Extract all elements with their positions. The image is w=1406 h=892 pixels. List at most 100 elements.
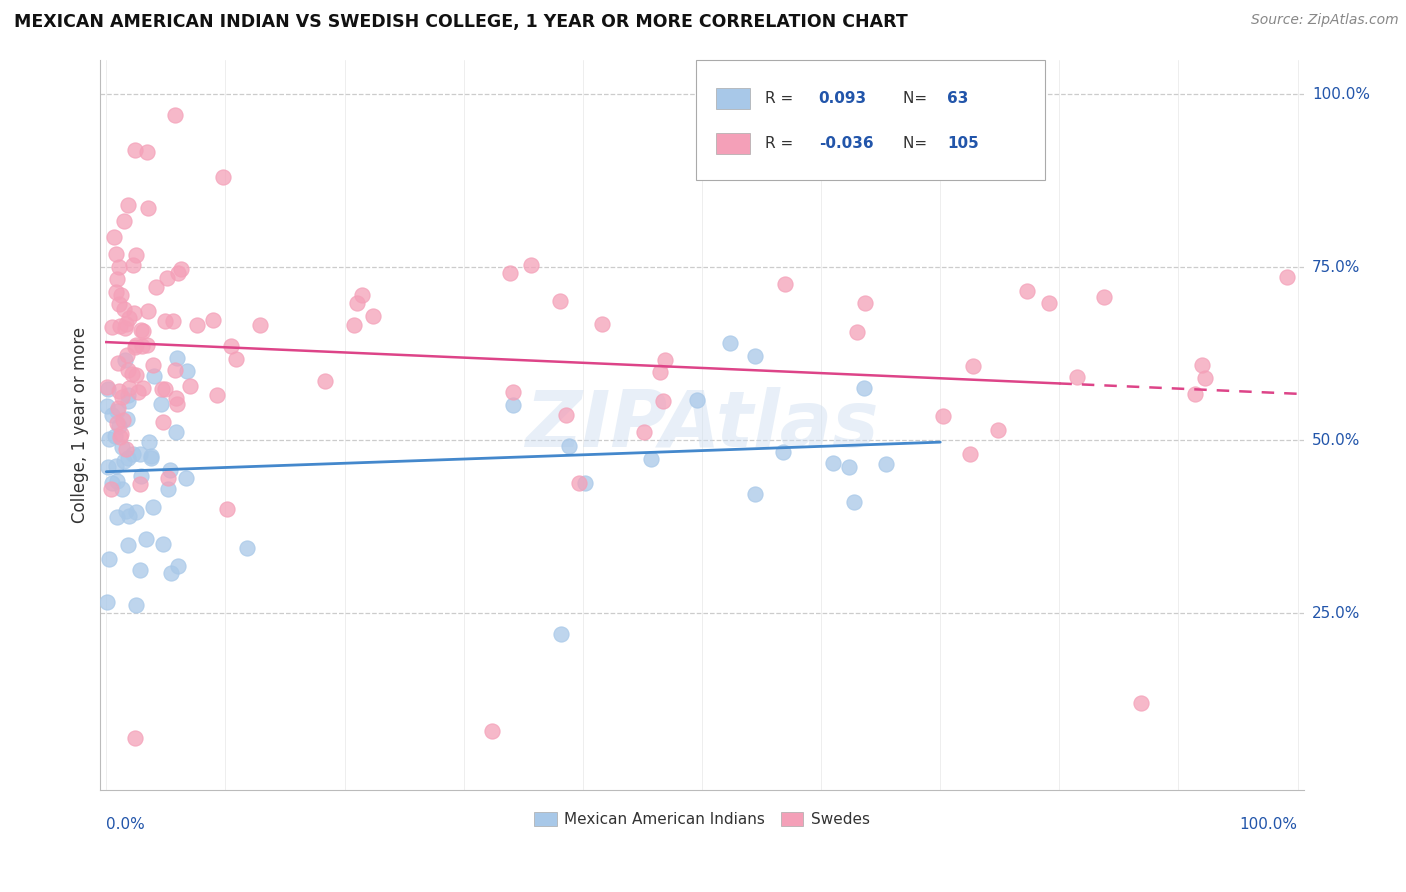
Point — [962, 359, 984, 374]
Text: 25.0%: 25.0% — [1312, 606, 1360, 621]
Point — [502, 385, 524, 400]
Point — [179, 378, 201, 392]
FancyBboxPatch shape — [696, 60, 1045, 180]
Point — [686, 392, 709, 407]
Point — [567, 476, 589, 491]
Point — [114, 442, 136, 456]
Point — [145, 280, 167, 294]
Point — [101, 408, 124, 422]
Point — [852, 381, 875, 395]
Point — [108, 260, 131, 275]
Point — [987, 423, 1010, 437]
Point — [157, 482, 180, 496]
Point — [1092, 290, 1115, 304]
Point — [772, 444, 794, 458]
Point — [502, 398, 524, 412]
Point — [107, 401, 129, 416]
Text: -0.036: -0.036 — [818, 136, 873, 151]
Point — [135, 338, 157, 352]
Point — [159, 463, 181, 477]
Point — [124, 340, 146, 354]
Point — [124, 143, 146, 157]
Point — [96, 399, 118, 413]
Point — [153, 382, 176, 396]
Point — [136, 304, 159, 318]
Point — [122, 447, 145, 461]
Point — [118, 310, 141, 325]
Point — [225, 352, 247, 367]
Point — [125, 598, 148, 612]
Point — [558, 439, 581, 453]
Point — [170, 262, 193, 277]
Text: 75.0%: 75.0% — [1312, 260, 1360, 275]
Point — [101, 320, 124, 334]
Point — [122, 306, 145, 320]
Point — [150, 382, 173, 396]
Point — [932, 409, 955, 423]
Point — [838, 460, 860, 475]
Text: 0.093: 0.093 — [818, 91, 868, 106]
Point — [129, 563, 152, 577]
Point — [117, 393, 139, 408]
Point — [125, 248, 148, 262]
Point — [1015, 284, 1038, 298]
Point — [142, 369, 165, 384]
Point — [186, 318, 208, 333]
Point — [1038, 295, 1060, 310]
Point — [548, 294, 571, 309]
Point — [744, 487, 766, 501]
Point — [775, 277, 797, 291]
Point — [314, 374, 336, 388]
Point — [105, 285, 128, 299]
Point — [107, 356, 129, 370]
Point — [166, 351, 188, 365]
FancyBboxPatch shape — [717, 88, 749, 109]
Point — [215, 502, 238, 516]
Text: R =: R = — [765, 136, 797, 151]
Point — [115, 348, 138, 362]
Point — [111, 440, 134, 454]
Point — [1066, 369, 1088, 384]
Point — [96, 380, 118, 394]
Point — [97, 382, 120, 396]
Point — [654, 352, 676, 367]
Point — [1191, 359, 1213, 373]
Point — [121, 259, 143, 273]
Point — [1184, 386, 1206, 401]
Point — [652, 393, 675, 408]
Point — [96, 595, 118, 609]
Point — [346, 296, 368, 310]
Point — [100, 483, 122, 497]
Point — [114, 301, 136, 316]
Point — [152, 415, 174, 429]
Point — [105, 247, 128, 261]
Point — [127, 384, 149, 399]
Point — [105, 416, 128, 430]
Point — [142, 358, 165, 372]
Point — [1277, 270, 1299, 285]
Point — [648, 365, 671, 379]
Point — [720, 335, 742, 350]
Legend: Mexican American Indians, Swedes: Mexican American Indians, Swedes — [527, 805, 876, 833]
Point — [211, 170, 233, 185]
Point — [129, 469, 152, 483]
Point — [118, 508, 141, 523]
Point — [166, 266, 188, 280]
Point — [97, 432, 120, 446]
Point — [155, 314, 177, 328]
Point — [110, 483, 132, 497]
Point — [591, 317, 613, 331]
Point — [104, 429, 127, 443]
Point — [112, 412, 135, 426]
Point — [855, 295, 877, 310]
Point — [108, 430, 131, 444]
Point — [103, 229, 125, 244]
Point — [157, 471, 180, 485]
Point — [112, 454, 135, 468]
Text: 63: 63 — [948, 91, 969, 106]
Point — [115, 411, 138, 425]
Point — [117, 450, 139, 465]
Point — [159, 566, 181, 581]
Point — [129, 323, 152, 337]
Point — [959, 447, 981, 461]
